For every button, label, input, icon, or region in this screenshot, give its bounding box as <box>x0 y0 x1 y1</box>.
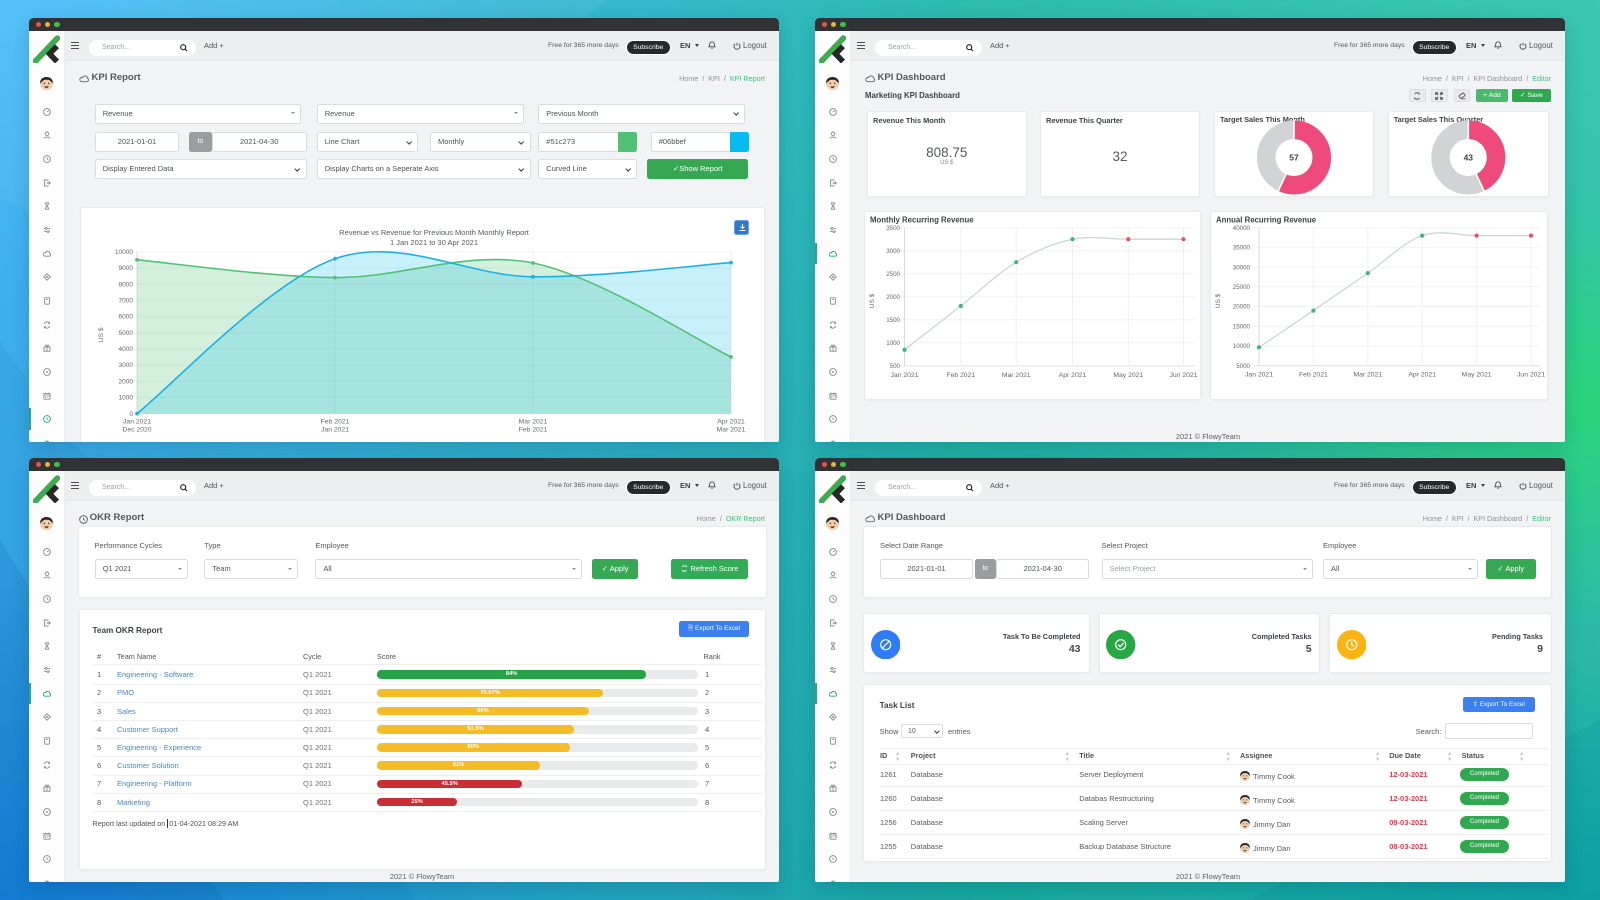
svg-text:20000: 20000 <box>1233 304 1251 311</box>
svg-text:10000: 10000 <box>1233 343 1251 350</box>
svg-text:43: 43 <box>1464 153 1474 163</box>
svg-text:3000: 3000 <box>886 248 900 255</box>
svg-text:May 2021: May 2021 <box>1462 372 1492 379</box>
svg-text:Mar 2021: Mar 2021 <box>1353 372 1382 379</box>
svg-text:2500: 2500 <box>886 271 900 278</box>
svg-text:Monthly Recurring Revenue: Monthly Recurring Revenue <box>870 216 974 225</box>
svg-text:Apr 2021: Apr 2021 <box>1408 372 1436 379</box>
svg-text:Feb 2021: Feb 2021 <box>1299 372 1328 379</box>
svg-text:9000: 9000 <box>119 265 134 272</box>
svg-text:5000: 5000 <box>1236 363 1250 370</box>
svg-text:Feb 2021: Feb 2021 <box>946 372 975 379</box>
svg-text:Annual Recurring Revenue: Annual Recurring Revenue <box>1216 216 1317 225</box>
svg-text:35000: 35000 <box>1233 245 1251 252</box>
svg-text:May 2021: May 2021 <box>1113 372 1143 379</box>
svg-text:Jan 2021: Jan 2021 <box>1245 372 1273 379</box>
svg-text:1500: 1500 <box>886 317 900 324</box>
svg-text:8000: 8000 <box>119 281 134 288</box>
svg-text:US $: US $ <box>1215 294 1222 309</box>
svg-text:6000: 6000 <box>119 314 134 321</box>
svg-text:Jan 2021: Jan 2021 <box>890 372 918 379</box>
svg-text:US $: US $ <box>98 327 105 342</box>
svg-text:Jan 2021: Jan 2021 <box>123 419 151 426</box>
svg-text:15000: 15000 <box>1233 324 1251 331</box>
svg-text:5000: 5000 <box>119 330 134 337</box>
svg-text:57: 57 <box>1289 153 1299 163</box>
svg-text:40000: 40000 <box>1233 225 1251 232</box>
svg-text:500: 500 <box>889 363 900 370</box>
svg-text:25000: 25000 <box>1233 284 1251 291</box>
svg-text:Feb 2021: Feb 2021 <box>519 427 548 434</box>
svg-text:Feb 2021: Feb 2021 <box>321 419 350 426</box>
svg-text:Apr 2021: Apr 2021 <box>717 419 745 426</box>
svg-text:7000: 7000 <box>119 298 134 305</box>
svg-text:Apr 2021: Apr 2021 <box>1058 372 1086 379</box>
svg-text:Jun 2021: Jun 2021 <box>1169 372 1197 379</box>
svg-text:1000: 1000 <box>119 395 134 402</box>
svg-text:Jan 2021: Jan 2021 <box>321 427 349 434</box>
svg-text:0: 0 <box>129 411 133 418</box>
svg-text:Jun 2021: Jun 2021 <box>1517 372 1545 379</box>
svg-text:1000: 1000 <box>886 340 900 347</box>
svg-text:US $: US $ <box>869 294 876 309</box>
svg-text:Revenue vs Revenue for Previou: Revenue vs Revenue for Previous Month Mo… <box>339 228 530 237</box>
svg-text:4000: 4000 <box>119 346 134 353</box>
svg-text:10000: 10000 <box>115 249 133 256</box>
svg-text:Mar 2021: Mar 2021 <box>519 419 548 426</box>
svg-text:2000: 2000 <box>886 294 900 301</box>
svg-text:30000: 30000 <box>1233 265 1251 272</box>
svg-text:Mar 2021: Mar 2021 <box>717 427 746 434</box>
svg-text:Mar 2021: Mar 2021 <box>1001 372 1030 379</box>
svg-text:1 Jan 2021 to 30 Apr 2021: 1 Jan 2021 to 30 Apr 2021 <box>390 238 478 247</box>
svg-text:3500: 3500 <box>886 225 900 232</box>
svg-text:Dec 2020: Dec 2020 <box>122 427 151 434</box>
svg-text:2000: 2000 <box>119 378 134 385</box>
svg-text:3000: 3000 <box>119 362 134 369</box>
